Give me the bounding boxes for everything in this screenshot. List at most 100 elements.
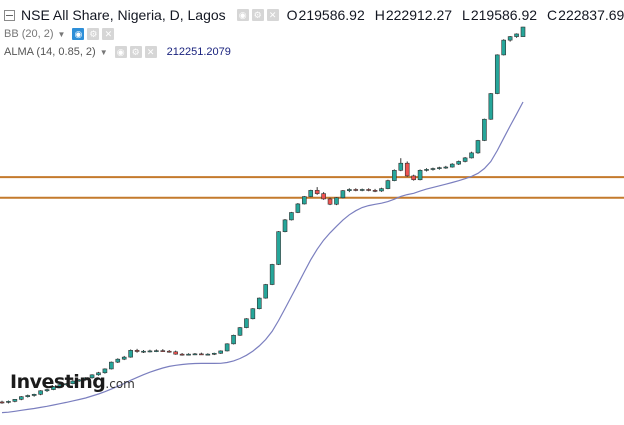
candle-body-up	[121, 356, 127, 360]
candle	[147, 349, 153, 353]
candle-body-up	[31, 394, 37, 396]
candle-body-up	[237, 327, 243, 336]
candle-body-up	[25, 395, 31, 397]
candle-body-down	[327, 198, 333, 205]
candle	[340, 190, 346, 199]
candle	[44, 388, 50, 392]
candle	[295, 203, 301, 214]
candle	[205, 353, 211, 356]
candle	[6, 400, 11, 404]
candle	[199, 352, 204, 356]
candle-body-down	[404, 162, 410, 177]
candle	[141, 350, 146, 353]
candle	[64, 383, 69, 386]
candle	[96, 371, 101, 376]
candle	[437, 166, 442, 170]
eye-icon[interactable]: ◉	[72, 28, 85, 40]
candle-body-up	[417, 169, 423, 181]
candle	[430, 167, 436, 171]
candle-body-up	[109, 361, 114, 370]
ohlc-close: C222837.69	[547, 7, 624, 23]
candle	[102, 368, 108, 374]
candle	[160, 349, 166, 352]
candle	[494, 54, 500, 95]
bb-legend: BB (20, 2) ▼ ◉ ⚙ ✕	[4, 28, 122, 40]
candle	[302, 195, 307, 205]
close-icon[interactable]: ✕	[144, 46, 157, 58]
candle-body-up	[192, 353, 198, 356]
bb-controls: ◉ ⚙ ✕	[69, 28, 115, 40]
candle-body-up	[359, 189, 365, 191]
candle	[231, 334, 236, 345]
candle-body-up	[115, 358, 121, 363]
eye-icon[interactable]: ◉	[236, 9, 249, 21]
candle	[520, 26, 526, 37]
bb-label: BB (20, 2)	[4, 28, 54, 40]
candle	[76, 378, 82, 382]
candle-body-up	[340, 190, 346, 199]
candle	[321, 192, 326, 200]
candle-body-up	[44, 389, 50, 392]
candle-body-up	[501, 39, 507, 56]
candle-body-up	[211, 352, 217, 355]
symbol-title: NSE All Share, Nigeria, D, Lagos	[21, 7, 226, 23]
candle	[398, 158, 404, 172]
candle	[121, 355, 127, 361]
candle	[462, 157, 468, 163]
candle	[289, 211, 294, 221]
candle-body-up	[308, 190, 314, 197]
candle	[282, 218, 288, 233]
candle-body-up	[469, 152, 474, 159]
candle	[115, 358, 121, 364]
alma-value: 212251.2079	[166, 46, 231, 58]
investing-logo: Investing.com	[10, 371, 135, 393]
candle-body-up	[276, 231, 281, 265]
candle-body-up	[437, 167, 442, 169]
collapse-icon[interactable]	[4, 9, 15, 21]
candle-body-up	[392, 169, 397, 181]
candle	[57, 383, 63, 388]
candle-body-up	[147, 350, 153, 353]
candle	[379, 187, 384, 192]
candle	[179, 352, 185, 356]
candle-body-up	[6, 401, 11, 403]
candle-body-up	[250, 308, 256, 320]
candle	[25, 394, 31, 398]
candle-body-up	[443, 166, 449, 169]
candle	[70, 380, 76, 385]
candle-body-up	[18, 396, 24, 400]
candle	[443, 165, 449, 169]
candle-body-down	[314, 190, 320, 194]
candle	[109, 361, 114, 370]
gear-icon[interactable]: ⚙	[87, 28, 100, 40]
candle-body-down	[0, 401, 5, 404]
candle-body-up	[96, 372, 101, 376]
candle	[237, 327, 243, 336]
eye-icon[interactable]: ◉	[114, 46, 127, 58]
symbol-legend: NSE All Share, Nigeria, D, Lagos ◉ ⚙ ✕ O…	[4, 7, 624, 23]
candle-body-up	[186, 353, 191, 356]
candle	[372, 188, 378, 193]
candle	[134, 348, 140, 353]
ohlc-open: O219586.92	[286, 7, 365, 23]
candle-body-up	[38, 390, 43, 395]
candle-body-up	[507, 36, 513, 41]
candle	[51, 386, 56, 391]
chevron-down-icon[interactable]: ▼	[99, 47, 108, 57]
candle-body-up	[224, 343, 230, 352]
candle-body-up	[520, 26, 526, 37]
ohlc-low: L219586.92	[462, 7, 538, 23]
close-icon[interactable]: ✕	[102, 28, 115, 40]
gear-icon[interactable]: ⚙	[129, 46, 142, 58]
close-icon[interactable]: ✕	[266, 9, 279, 21]
candle-body-down	[179, 353, 185, 356]
candle-body-up	[51, 386, 56, 390]
candle	[31, 393, 37, 397]
chevron-down-icon[interactable]: ▼	[57, 29, 66, 39]
gear-icon[interactable]: ⚙	[251, 9, 264, 21]
candle-body-up	[154, 350, 159, 352]
candle	[211, 352, 217, 356]
candle-body-up	[64, 383, 69, 385]
candle	[83, 377, 88, 381]
